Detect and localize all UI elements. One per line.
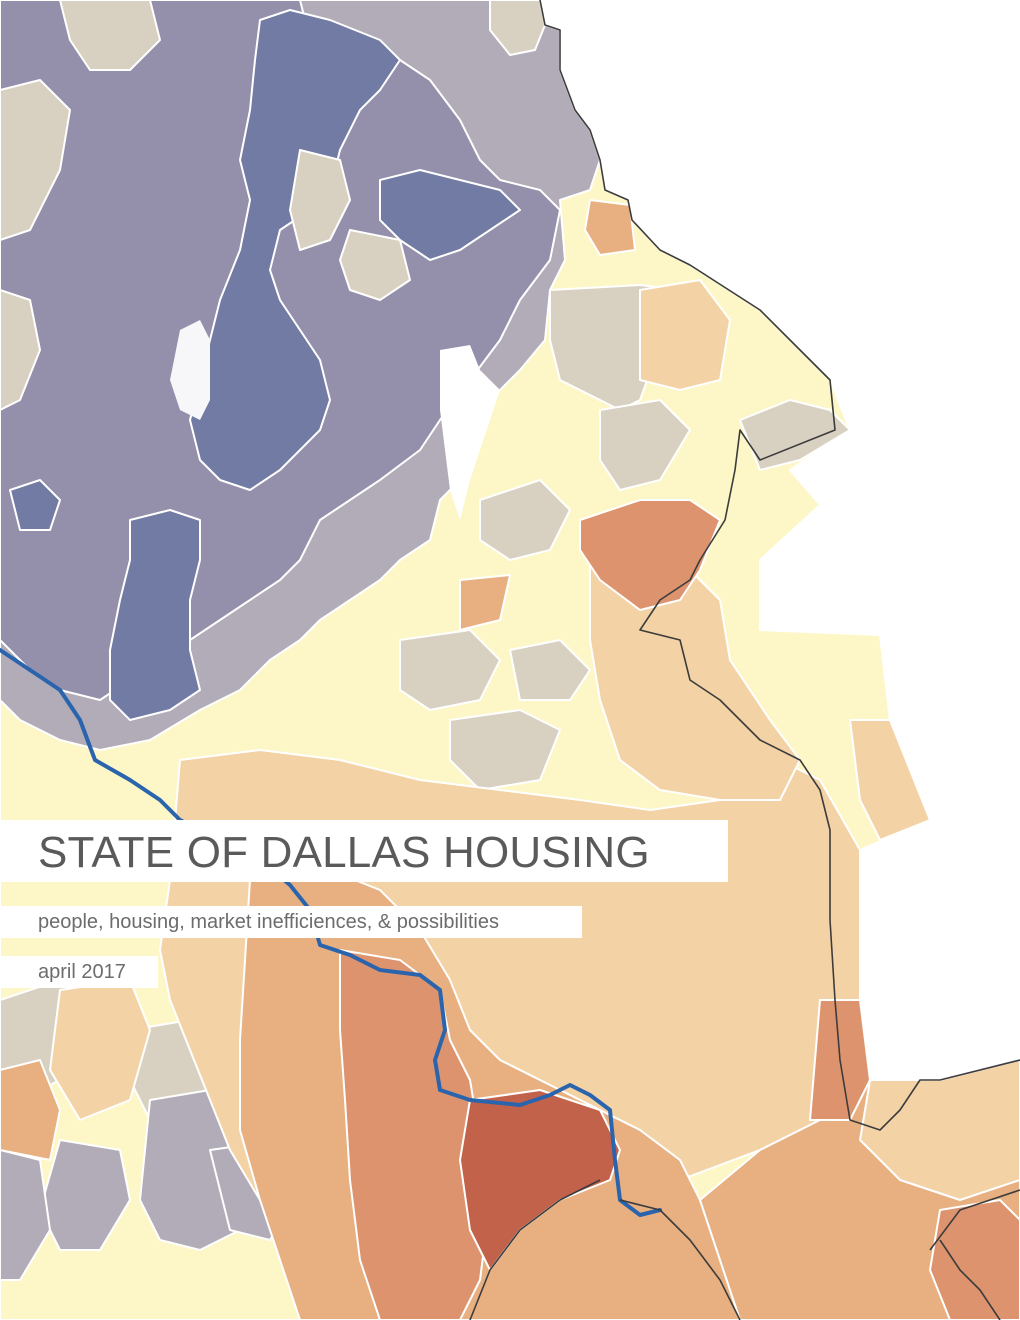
region-tan-grey-east2	[599, 399, 691, 491]
report-subtitle: people, housing, market inefficiences, &…	[38, 911, 499, 933]
region-tan-grey-west2	[0, 289, 41, 411]
region-tan-grey-center3	[509, 639, 591, 701]
city-boundary	[539, 0, 1020, 1131]
region-tan-grey-mid2	[339, 229, 411, 301]
region-tan-grey-center2	[449, 709, 561, 791]
region-deep-blue-south	[109, 509, 201, 721]
region-light-orange-mid	[459, 574, 511, 631]
region-tan-grey-mid3	[479, 479, 571, 561]
region-light-orange-west	[0, 1059, 61, 1161]
lake-white-west	[170, 320, 210, 420]
region-mauve-southwest-edge	[0, 1149, 51, 1281]
region-tan-grey-northeast	[489, 0, 546, 56]
region-tan-grey-east3	[739, 399, 851, 471]
region-peach-east	[589, 559, 801, 801]
region-tan-grey-north	[59, 0, 161, 71]
date-backdrop	[0, 956, 158, 988]
lake-white-east	[440, 345, 500, 520]
title-backdrop	[0, 820, 728, 882]
trinity-river	[0, 648, 662, 1217]
subtitle-backdrop	[0, 906, 582, 938]
region-peach-ne	[639, 279, 731, 391]
region-deep-blue-core	[189, 9, 401, 491]
region-peach-far-east	[849, 719, 931, 841]
region-tan-grey-center	[399, 629, 501, 711]
region-tan-grey-west	[0, 79, 71, 241]
city-boundary-south	[469, 1179, 1020, 1320]
region-orange-far-se	[929, 1199, 1020, 1320]
report-date: april 2017	[38, 961, 126, 983]
region-tan-grey-mid	[289, 149, 351, 251]
region-light-orange-ne	[584, 199, 636, 256]
report-title: STATE OF DALLAS HOUSING	[38, 828, 650, 877]
region-deep-blue-small	[9, 479, 61, 531]
region-deep-blue-east	[379, 169, 521, 261]
